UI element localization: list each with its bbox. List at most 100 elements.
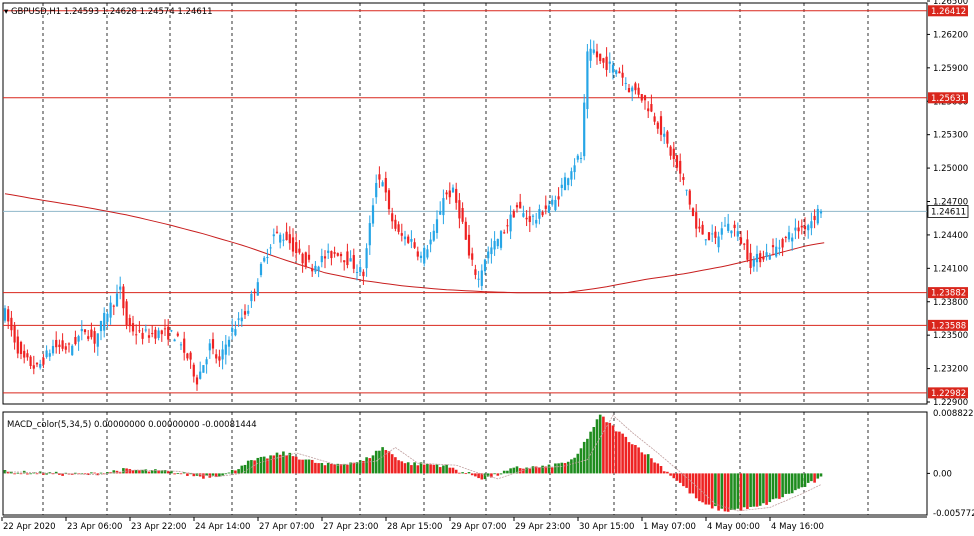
bearish-candle — [23, 350, 26, 358]
bearish-candle — [253, 291, 256, 293]
bullish-candle — [157, 330, 160, 338]
bearish-candle — [90, 329, 93, 338]
bullish-candle — [608, 61, 611, 64]
price-axis-label: 1.24700 — [933, 198, 968, 208]
bearish-candle — [650, 104, 653, 112]
time-axis-label: 4 May 00:00 — [707, 522, 760, 532]
macd-bar-rising — [774, 473, 778, 499]
bearish-candle — [503, 232, 506, 234]
bearish-candle — [506, 225, 509, 227]
bearish-candle — [739, 237, 743, 244]
bearish-candle — [330, 251, 333, 259]
macd-bar-falling — [755, 473, 759, 507]
level-price-tag — [928, 5, 968, 17]
macd-bar-rising — [374, 450, 378, 474]
bearish-candle — [640, 94, 643, 101]
bearish-candle — [195, 377, 199, 385]
bullish-candle — [3, 308, 7, 321]
macd-bar-falling — [608, 422, 612, 474]
bearish-candle — [346, 251, 349, 266]
macd-bar-rising — [730, 473, 733, 510]
macd-bar-falling — [19, 473, 23, 475]
macd-bar-falling — [710, 473, 714, 509]
macd-bar-rising — [787, 473, 791, 494]
bearish-candle — [394, 219, 397, 229]
bearish-candle — [512, 211, 515, 218]
bearish-candle — [659, 116, 663, 135]
macd-bar-rising — [493, 473, 496, 475]
macd-bar-rising — [442, 465, 445, 474]
bearish-candle — [621, 72, 624, 78]
bullish-candle — [179, 344, 183, 346]
bearish-candle — [112, 305, 115, 307]
bearish-candle — [707, 232, 711, 241]
macd-bar-rising — [218, 473, 221, 477]
bullish-candle — [96, 333, 99, 347]
bearish-candle — [647, 108, 650, 112]
bullish-candle — [778, 247, 781, 249]
bearish-candle — [618, 71, 621, 74]
bullish-candle — [381, 182, 384, 187]
bullish-candle — [477, 278, 480, 280]
bearish-candle — [407, 236, 410, 243]
macd-bar-rising — [74, 472, 77, 474]
macd-bar-falling — [198, 473, 202, 477]
bullish-candle — [320, 255, 323, 263]
macd-histogram — [3, 414, 823, 512]
bullish-candle — [794, 227, 797, 231]
macd-bar-rising — [419, 462, 423, 474]
macd-bar-falling — [352, 462, 356, 474]
bullish-candle — [483, 259, 487, 272]
bearish-candle — [83, 329, 87, 333]
bearish-candle — [311, 268, 314, 272]
bullish-candle — [279, 234, 282, 243]
macd-bar-falling — [701, 473, 704, 503]
price-axis-label: 1.23500 — [933, 331, 968, 341]
macd-signal-line — [5, 414, 822, 512]
macd-bar-falling — [726, 473, 730, 512]
bullish-candle — [490, 247, 493, 255]
macd-bar-rising — [560, 462, 564, 474]
macd-bar-rising — [598, 414, 602, 474]
price-axis-label: 1.24100 — [933, 264, 968, 274]
bullish-candle — [547, 205, 551, 213]
bearish-candle — [64, 346, 67, 350]
bearish-candle — [672, 148, 675, 160]
macd-bar-falling — [477, 473, 480, 479]
macd-bar-rising — [483, 473, 487, 480]
bullish-candle — [170, 330, 173, 332]
macd-bar-falling — [310, 459, 314, 474]
bearish-candle — [378, 174, 381, 180]
macd-bar-rising — [531, 466, 535, 474]
macd-bar-falling — [298, 459, 301, 474]
bearish-candle — [714, 231, 717, 238]
bearish-candle — [746, 239, 749, 260]
macd-bar-falling — [314, 462, 317, 474]
macd-bar-rising — [355, 462, 359, 474]
bullish-candle — [807, 225, 810, 231]
bullish-candle — [410, 238, 413, 242]
macd-bar-falling — [432, 464, 436, 474]
bearish-candle — [384, 178, 387, 193]
price-axis-label: 1.24400 — [933, 231, 968, 241]
macd-bar-rising — [794, 473, 797, 491]
bearish-candle — [301, 253, 304, 264]
macd-bar-falling — [330, 463, 333, 474]
bearish-candle — [192, 364, 195, 377]
bearish-candle — [781, 239, 784, 248]
level-price-tag-text: 1.25631 — [931, 94, 966, 104]
bearish-candle — [749, 252, 752, 268]
macd-bar-rising — [758, 473, 762, 506]
bearish-candle — [643, 95, 647, 101]
macd-bar-falling — [448, 467, 452, 474]
macd-bar-falling — [13, 473, 16, 475]
macd-bar-falling — [166, 470, 170, 474]
bullish-candle — [419, 255, 423, 258]
macd-bar-falling — [723, 473, 727, 512]
bearish-candle — [215, 354, 218, 359]
level-price-tag-text: 1.26412 — [931, 7, 966, 17]
time-axis-label: 24 Apr 14:00 — [195, 522, 250, 532]
macd-bar-falling — [621, 433, 624, 474]
bullish-candle — [570, 171, 573, 180]
